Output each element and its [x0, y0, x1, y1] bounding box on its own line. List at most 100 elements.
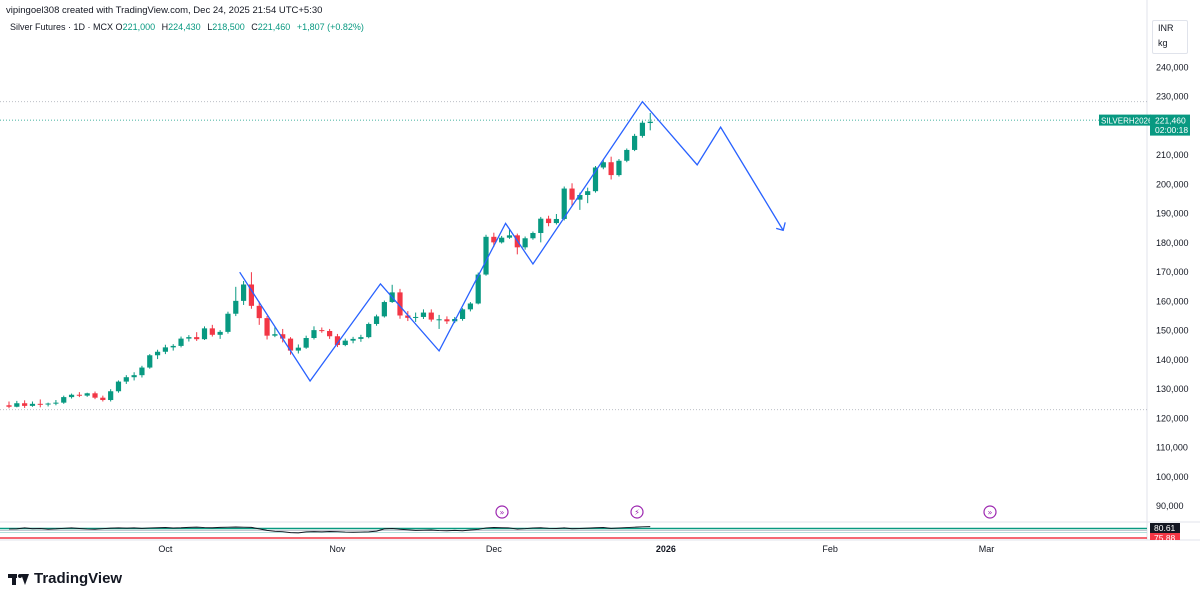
y-tick-label: 160,000: [1156, 296, 1189, 306]
candle-body: [506, 235, 513, 238]
candle-body: [600, 162, 606, 168]
forward-event-icon-glyph: »: [988, 508, 993, 517]
candle-body: [639, 122, 646, 136]
candle-body: [76, 394, 82, 396]
candle-body: [420, 312, 427, 317]
candle-body: [178, 338, 184, 346]
projection-zigzag-line: [239, 100, 784, 383]
currency-label: INR: [1158, 23, 1174, 33]
candle-body: [334, 336, 341, 346]
price-tag-background: [1150, 114, 1190, 136]
candle-body: [225, 313, 231, 332]
candle-body: [61, 397, 67, 403]
symbol-legend: Silver Futures · 1D · MCX O221,000 H224,…: [10, 22, 364, 32]
candle-body: [459, 309, 466, 319]
x-tick-label: Dec: [486, 544, 503, 554]
candle-body: [248, 284, 255, 306]
candle-body: [428, 312, 434, 320]
candle-body: [436, 319, 442, 321]
candle-body: [45, 403, 51, 405]
candle-body: [233, 300, 239, 314]
close-value: 221,460: [257, 22, 291, 32]
candle-body: [522, 238, 528, 248]
low-label: L: [207, 22, 213, 32]
tradingview-logo[interactable]: TradingView: [8, 570, 122, 587]
attribution-text: vipingoel308 created with TradingView.co…: [6, 5, 323, 16]
candle-body: [241, 284, 247, 301]
candle-body: [553, 218, 559, 224]
y-tick-label: 230,000: [1156, 92, 1189, 102]
candle-body: [311, 330, 317, 339]
candle-body: [405, 315, 411, 318]
x-tick-label: Oct: [158, 544, 173, 554]
candle-body: [475, 274, 481, 304]
candle-body: [444, 319, 450, 322]
candle-body: [131, 375, 137, 378]
candle-body: [115, 381, 122, 392]
candle-body: [491, 236, 497, 243]
x-tick-label: 2026: [656, 544, 676, 554]
high-label: H: [161, 22, 169, 32]
candle-body: [147, 355, 153, 368]
candle-body: [569, 188, 575, 200]
candle-body: [194, 337, 200, 340]
candle-body: [295, 347, 301, 351]
candle-body: [561, 188, 567, 219]
candle-body: [366, 323, 372, 338]
candle-body: [632, 135, 638, 150]
y-tick-label: 90,000: [1156, 501, 1184, 511]
candle-body: [530, 233, 536, 239]
x-tick-label: Mar: [979, 544, 995, 554]
indicator-value-1: 80.61: [1154, 523, 1176, 533]
indicator-value-2-bg: [1150, 533, 1180, 540]
indicator-value-1-bg: [1150, 523, 1180, 533]
candle-body: [413, 316, 419, 318]
candle-body: [319, 330, 325, 332]
y-tick-label: 200,000: [1156, 179, 1189, 189]
y-tick-label: 120,000: [1156, 413, 1189, 423]
candle-body: [616, 160, 622, 176]
candle-body: [499, 237, 505, 243]
candle-body: [280, 334, 286, 339]
candle-body: [154, 351, 161, 356]
candle-body: [303, 338, 309, 348]
y-tick-label: 110,000: [1156, 443, 1188, 453]
candle-body: [22, 403, 28, 406]
dividend-event-icon-glyph: ⚡: [634, 508, 640, 517]
candle-body: [350, 338, 356, 341]
candle-body: [92, 393, 98, 398]
candle-body: [585, 191, 591, 195]
candle-body: [217, 331, 223, 335]
unit-label: kg: [1158, 38, 1168, 48]
candle-body: [592, 167, 599, 192]
tradingview-logo-icon: [8, 572, 30, 586]
open-label: O: [115, 22, 123, 32]
high-value: 224,430: [168, 22, 201, 32]
y-tick-label: 240,000: [1156, 62, 1189, 72]
candle-body: [287, 338, 294, 351]
candle-body: [577, 194, 583, 200]
candle-body: [68, 394, 75, 398]
candle-body: [397, 292, 403, 316]
open-value: 221,000: [122, 22, 156, 32]
y-tick-label: 150,000: [1156, 326, 1189, 336]
candle-body: [139, 367, 145, 376]
forward-event-icon-glyph: »: [500, 508, 505, 517]
x-tick-label: Nov: [329, 544, 346, 554]
forward-event-icon: [983, 505, 997, 519]
candle-body: [162, 347, 168, 352]
candle-body: [53, 402, 59, 404]
candle-body: [538, 218, 544, 234]
candle-body: [545, 218, 552, 224]
candle-body: [37, 403, 43, 405]
candle-body: [170, 345, 176, 348]
candle-body: [108, 391, 114, 401]
candle-body: [123, 377, 129, 382]
low-value: 218,500: [212, 22, 245, 32]
currency-unit-selector[interactable]: INR kg: [1152, 20, 1188, 54]
dividend-event-icon: [630, 505, 644, 519]
y-tick-label: 100,000: [1156, 472, 1189, 482]
close-label: C: [251, 22, 258, 32]
